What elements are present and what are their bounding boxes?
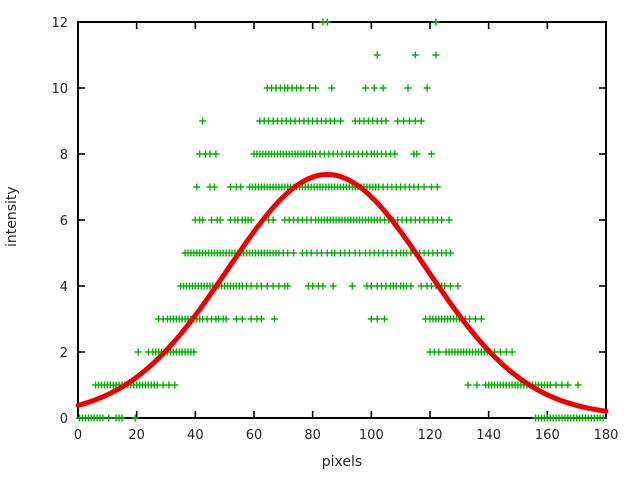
x-tick-label: 40 [187, 428, 204, 443]
x-tick-label: 100 [359, 428, 384, 443]
scatter-points [76, 18, 607, 422]
x-tick-label: 160 [535, 428, 560, 443]
y-tick-label: 8 [60, 148, 68, 163]
x-tick-label: 80 [304, 428, 321, 443]
x-tick-label: 20 [128, 428, 145, 443]
y-tick-label: 10 [51, 82, 68, 97]
y-tick-label: 4 [60, 280, 68, 295]
x-tick-label: 60 [246, 428, 263, 443]
y-tick-label: 6 [60, 214, 68, 229]
y-tick-label: 12 [51, 16, 68, 31]
y-tick-label: 0 [60, 412, 68, 427]
x-tick-label: 0 [74, 428, 82, 443]
fit-curve [75, 172, 609, 414]
x-tick-label: 140 [476, 428, 501, 443]
tick-labels: 0 20 40 60 80 100 120 140 160 180 0 2 4 6 8 10 12 [51, 16, 618, 443]
x-axis-label: pixels [322, 454, 362, 470]
x-tick-label: 180 [594, 428, 619, 443]
y-tick-label: 2 [60, 346, 68, 361]
y-axis-label: intensity [4, 186, 20, 247]
x-tick-label: 120 [418, 428, 443, 443]
